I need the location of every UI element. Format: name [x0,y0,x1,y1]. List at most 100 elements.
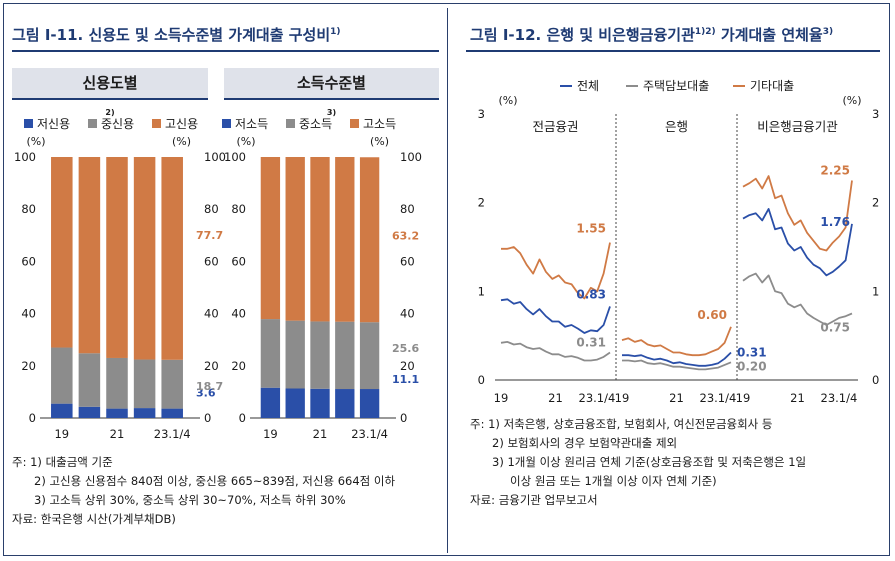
credit-bar-저신용-21 [106,408,128,418]
credit-bar-저신용-20 [78,406,101,418]
line-series-total-panel-0 [500,298,611,334]
line-xtick-1-1: 21 [669,391,684,405]
line-series-total-panel-1 [622,351,732,367]
income-legend-swatch-0 [222,119,231,128]
line-ytick-left-2: 2 [478,196,485,210]
income-ytick-left-0: 0 [239,411,246,425]
credit-ytick-left-1: 20 [21,359,36,373]
right-title-text: 은행 및 비은행금융기관 [546,26,695,44]
line-panel-title-0: 전금융권 [532,119,578,134]
income-subheader: 소득수준별 3) [224,68,439,117]
income-bar-고소득-23.1/4 [359,157,380,323]
credit-bar-중신용-21 [106,357,128,409]
credit-bar-중신용-22 [133,359,156,409]
credit-bar-고신용-22 [133,157,156,360]
right-title-sup1: 1)2) [694,27,716,37]
line-series-mortgage-panel-0 [500,340,611,362]
credit-end-label-1: 18.7 [196,380,223,393]
credit-bar-중신용-19 [51,347,73,404]
line-end-label-other-panel-0: 1.55 [576,222,606,236]
income-ytick-left-4: 80 [231,202,246,216]
credit-ytick-right-0: 0 [204,411,211,425]
line-ytick-right-1: 1 [872,284,879,298]
line-ytick-left-3: 3 [478,107,485,121]
credit-subheader-text: 신용도별 [82,74,138,92]
line-legend-label-0: 전체 [577,79,599,93]
credit-end-label-2: 77.7 [196,229,223,242]
credit-subheader-rule [12,98,208,100]
credit-bar-중신용-23.1/4 [161,359,183,409]
income-bar-고소득-19 [260,157,281,320]
income-ytick-right-5: 100 [400,150,422,164]
line-series-other-panel-0 [501,242,611,300]
line-xtick-1-2: 23.1/4 [700,391,737,405]
income-unit-right: (%) [370,135,389,148]
income-ytick-left-5: 100 [224,150,246,164]
line-xtick-1-0: 19 [615,391,630,405]
income-bar-저소득-21 [310,388,330,418]
credit-legend-label-0: 저신용 [37,117,70,131]
credit-xtick-1: 21 [110,427,125,441]
line-unit-right: (%) [842,94,861,107]
income-legend-swatch-2 [350,119,359,128]
income-unit-left: (%) [236,135,255,148]
credit-bar-고신용-23.1/4 [161,157,183,360]
line-end-label-total-panel-1: 0.31 [737,346,767,360]
income-legend-label-0: 저소득 [235,117,268,131]
figure-frame [3,3,890,556]
credit-legend-label-2: 고신용 [165,117,198,131]
credit-ytick-right-1: 20 [204,359,219,373]
credit-bar-저신용-19 [51,403,73,418]
left-title-rule [12,50,439,52]
income-bar-저소득-22 [335,389,355,418]
right-title-prefix: 그림 Ⅰ-12. [470,26,542,44]
income-legend-label-2: 고소득 [363,117,396,131]
income-bar-고소득-21 [310,157,330,322]
left-notes: 주: 1) 대출금액 기준 2) 고신용 신용점수 840점 이상, 중신용 6… [12,453,395,529]
income-bar-중소득-20 [285,320,305,389]
credit-unit-left: (%) [26,135,45,148]
left-title-text: 신용도 및 소득수준별 가계대출 구성비 [88,26,331,44]
line-series-mortgage-panel-2 [742,272,853,326]
left-note-2: 2) 고신용 신용점수 840점 이상, 중신용 665~839점, 저신용 6… [34,474,396,488]
line-ytick-right-3: 3 [872,107,879,121]
income-bar-고소득-22 [335,157,355,322]
credit-ytick-left-2: 40 [21,307,36,321]
credit-ytick-left-4: 80 [21,202,36,216]
income-bar-저소득-20 [285,388,305,418]
credit-legend-swatch-0 [24,119,33,128]
left-title-prefix: 그림 Ⅰ-11. [12,26,84,44]
income-bar-고소득-20 [285,157,305,321]
right-title-rule [466,50,880,52]
income-bar-저소득-19 [260,387,281,418]
income-bar-중소득-23.1/4 [359,322,380,390]
income-ytick-right-1: 20 [400,359,415,373]
line-xtick-2-1: 21 [790,391,805,405]
line-end-label-other-panel-2: 2.25 [820,164,850,178]
delinquency-chart: 전체 주택담보대출 기타대출 (%) (%) 0 0 1 1 2 2 3 3 전금융권 0.83 0.31 1.… [478,79,880,405]
line-ytick-right-0: 0 [872,373,879,387]
line-end-label-mortgage-panel-0: 0.31 [576,336,606,350]
credit-bar-고신용-21 [106,157,128,358]
left-title-sup: 1) [330,27,341,37]
right-notes: 주: 1) 저축은행, 상호금융조합, 보험회사, 여신전문금융회사 등 2) … [470,415,806,510]
income-subheader-sup: 3) [326,108,337,117]
income-ytick-right-3: 60 [400,254,415,268]
line-panel-title-2: 비은행금융기관 [757,119,838,134]
credit-bar-중신용-20 [78,353,101,407]
income-xtick-1: 21 [313,427,328,441]
credit-bar-고신용-20 [78,157,101,354]
right-note-4: 이상 원금 또는 1개월 이상 이자 연체 기준) [510,474,717,488]
income-end-label-2: 63.2 [392,229,419,242]
income-end-label-0: 11.1 [392,373,419,386]
line-xtick-0-1: 21 [548,391,563,405]
income-subheader-rule [224,98,439,100]
line-ytick-right-2: 2 [872,196,879,210]
income-legend-label-1: 중소득 [299,117,332,131]
left-figure-title: 그림 Ⅰ-11. 신용도 및 소득수준별 가계대출 구성비1) [12,24,341,45]
credit-bar-저신용-22 [133,408,156,418]
income-ytick-right-0: 0 [400,411,407,425]
credit-ytick-right-4: 80 [204,202,219,216]
credit-unit-right: (%) [172,135,191,148]
